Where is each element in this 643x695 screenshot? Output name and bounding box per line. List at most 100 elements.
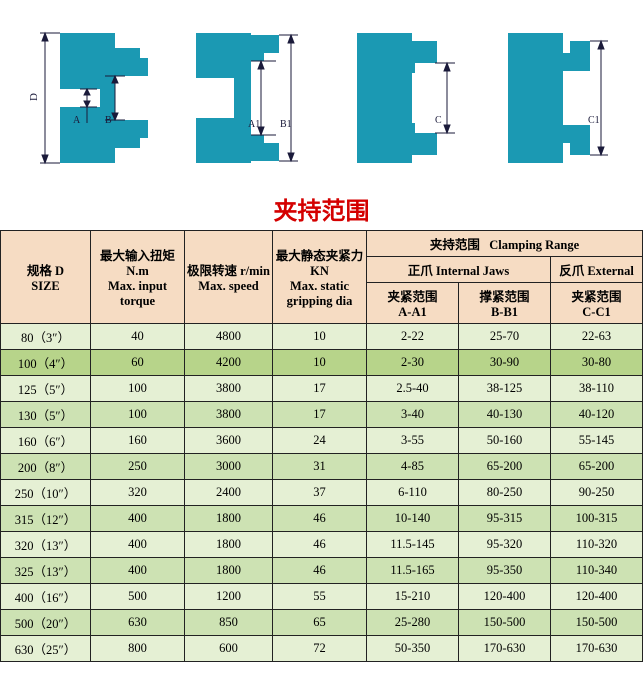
cell-grip: 46 [273,532,367,558]
table-row: 500（20″）6308506525-280150-500150-500 [1,610,643,636]
cell-size: 80（3″） [1,324,91,350]
cell-aa1: 2.5-40 [367,376,459,402]
cell-grip: 10 [273,324,367,350]
hdr-range: 夹持范围 Clamping Range [367,231,643,257]
cell-torque: 250 [91,454,185,480]
cell-aa1: 3-40 [367,402,459,428]
cell-bb1: 120-400 [459,584,551,610]
table-row: 250（10″）3202400376-11080-25090-250 [1,480,643,506]
cell-cc1: 65-200 [551,454,643,480]
cell-bb1: 25-70 [459,324,551,350]
cell-speed: 1800 [185,532,273,558]
cell-cc1: 40-120 [551,402,643,428]
cell-speed: 1800 [185,506,273,532]
table-row: 125（5″）1003800172.5-4038-12538-110 [1,376,643,402]
cell-torque: 40 [91,324,185,350]
table-row: 80（3″）404800102-2225-7022-63 [1,324,643,350]
table-row: 400（16″）50012005515-210120-400120-400 [1,584,643,610]
svg-text:C: C [435,115,442,126]
diagram-c1: C1 [498,23,618,173]
cell-aa1: 50-350 [367,636,459,662]
cell-torque: 800 [91,636,185,662]
cell-cc1: 55-145 [551,428,643,454]
cell-cc1: 120-400 [551,584,643,610]
cell-cc1: 150-500 [551,610,643,636]
cell-size: 200（8″） [1,454,91,480]
cell-torque: 160 [91,428,185,454]
cell-bb1: 80-250 [459,480,551,506]
cell-aa1: 11.5-165 [367,558,459,584]
cell-size: 315（12″） [1,506,91,532]
cell-torque: 100 [91,402,185,428]
cell-speed: 1800 [185,558,273,584]
hdr-torque: 最大输入扭矩 N.m Max. input torque [91,231,185,324]
table-row: 320（13″）40018004611.5-14595-320110-320 [1,532,643,558]
svg-text:B1: B1 [280,119,292,130]
cell-aa1: 15-210 [367,584,459,610]
cell-size: 125（5″） [1,376,91,402]
cell-torque: 400 [91,506,185,532]
table-row: 130（5″）1003800173-4040-13040-120 [1,402,643,428]
cell-cc1: 90-250 [551,480,643,506]
hdr-external: 反爪 External [551,257,643,283]
cell-size: 160（6″） [1,428,91,454]
cell-bb1: 95-315 [459,506,551,532]
cell-aa1: 4-85 [367,454,459,480]
cell-grip: 24 [273,428,367,454]
cell-speed: 850 [185,610,273,636]
cell-bb1: 170-630 [459,636,551,662]
cell-size: 400（16″） [1,584,91,610]
cell-cc1: 170-630 [551,636,643,662]
cell-speed: 4200 [185,350,273,376]
cell-bb1: 38-125 [459,376,551,402]
cell-speed: 3800 [185,376,273,402]
svg-text:C1: C1 [588,115,600,126]
diagram-c: C [347,23,467,173]
cell-speed: 4800 [185,324,273,350]
cell-torque: 400 [91,558,185,584]
cell-grip: 17 [273,402,367,428]
cell-bb1: 50-160 [459,428,551,454]
spec-table: 规格 D SIZE 最大输入扭矩 N.m Max. input torque 极… [0,230,643,662]
cell-bb1: 65-200 [459,454,551,480]
cell-aa1: 10-140 [367,506,459,532]
cell-size: 630（25″） [1,636,91,662]
cell-size: 100（4″） [1,350,91,376]
svg-text:D: D [28,93,40,101]
cell-bb1: 150-500 [459,610,551,636]
cell-cc1: 100-315 [551,506,643,532]
table-row: 315（12″）40018004610-14095-315100-315 [1,506,643,532]
cell-bb1: 30-90 [459,350,551,376]
cell-torque: 500 [91,584,185,610]
cell-size: 250（10″） [1,480,91,506]
cell-speed: 1200 [185,584,273,610]
hdr-bb1: 撑紧范围 B-B1 [459,283,551,324]
hdr-size: 规格 D SIZE [1,231,91,324]
cell-grip: 37 [273,480,367,506]
cell-aa1: 2-22 [367,324,459,350]
cell-aa1: 3-55 [367,428,459,454]
svg-text:A1: A1 [248,119,260,130]
cell-speed: 3800 [185,402,273,428]
table-row: 630（25″）8006007250-350170-630170-630 [1,636,643,662]
hdr-aa1: 夹紧范围 A-A1 [367,283,459,324]
cell-speed: 3000 [185,454,273,480]
cell-cc1: 22-63 [551,324,643,350]
cell-grip: 46 [273,558,367,584]
cell-torque: 60 [91,350,185,376]
table-row: 325（13″）40018004611.5-16595-350110-340 [1,558,643,584]
cell-cc1: 110-340 [551,558,643,584]
cell-grip: 55 [273,584,367,610]
table-row: 200（8″）2503000314-8565-20065-200 [1,454,643,480]
cell-size: 325（13″） [1,558,91,584]
diagram-row: D A B [0,0,643,185]
cell-size: 130（5″） [1,402,91,428]
cell-size: 500（20″） [1,610,91,636]
cell-torque: 320 [91,480,185,506]
cell-torque: 630 [91,610,185,636]
cell-cc1: 38-110 [551,376,643,402]
hdr-grip: 最大静态夹紧力 KN Max. static gripping dia [273,231,367,324]
diagram-a1-b1: A1 B1 [186,23,316,173]
cell-cc1: 110-320 [551,532,643,558]
cell-cc1: 30-80 [551,350,643,376]
